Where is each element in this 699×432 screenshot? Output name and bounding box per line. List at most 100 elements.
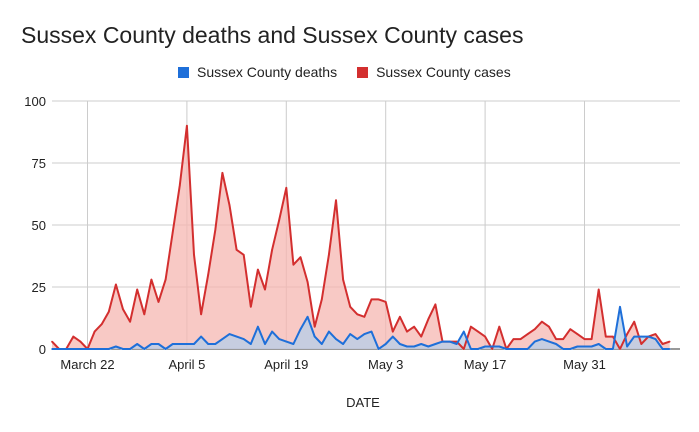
data-point-sussex-county-deaths: [626, 345, 628, 348]
data-point-sussex-county-deaths: [321, 343, 323, 345]
data-point-sussex-county-cases: [633, 320, 635, 323]
x-tick-label: May 3: [368, 357, 403, 372]
data-point-sussex-county-deaths: [129, 348, 131, 350]
data-point-sussex-county-cases: [498, 325, 501, 328]
data-point-sussex-county-cases: [612, 335, 614, 338]
data-point-sussex-county-deaths: [186, 343, 188, 345]
data-point-sussex-county-deaths: [597, 343, 600, 345]
data-point-sussex-county-cases: [569, 328, 572, 331]
x-tick-label: April 19: [264, 357, 308, 372]
data-point-sussex-county-cases: [470, 325, 472, 328]
data-point-sussex-county-deaths: [519, 348, 522, 350]
data-point-sussex-county-deaths: [470, 348, 472, 350]
data-point-sussex-county-cases: [171, 231, 174, 234]
x-tick-label: May 17: [464, 357, 507, 372]
data-point-sussex-county-cases: [399, 316, 401, 318]
data-point-sussex-county-deaths: [384, 343, 387, 345]
area-sussex-county-deaths: [52, 306, 670, 349]
data-point-sussex-county-cases: [100, 323, 103, 326]
data-point-sussex-county-cases: [235, 249, 238, 251]
data-point-sussex-county-deaths: [136, 343, 138, 345]
data-point-sussex-county-cases: [285, 187, 288, 189]
data-point-sussex-county-cases: [484, 335, 486, 338]
data-point-sussex-county-cases: [271, 249, 273, 251]
data-point-sussex-county-deaths: [377, 348, 380, 350]
data-point-sussex-county-deaths: [157, 343, 160, 345]
data-point-sussex-county-deaths: [306, 316, 309, 318]
data-point-sussex-county-cases: [115, 283, 117, 286]
line-sussex-county-deaths: [52, 305, 670, 350]
data-point-sussex-county-deaths: [399, 343, 401, 345]
data-point-sussex-county-deaths: [356, 338, 359, 340]
legend-label-cases: Sussex County cases: [376, 64, 511, 80]
data-point-sussex-county-cases: [164, 278, 167, 281]
data-point-sussex-county-deaths: [647, 335, 650, 338]
data-point-sussex-county-cases: [278, 219, 281, 221]
legend-item-deaths[interactable]: Sussex County deaths: [178, 64, 337, 80]
data-point-sussex-county-deaths: [299, 328, 302, 331]
data-point-sussex-county-deaths: [171, 343, 174, 345]
data-point-sussex-county-cases: [349, 306, 352, 308]
legend-item-cases[interactable]: Sussex County cases: [357, 64, 511, 80]
line-sussex-county-cases: [51, 124, 671, 350]
data-point-sussex-county-deaths: [548, 340, 550, 343]
data-point-sussex-county-cases: [157, 301, 160, 303]
data-point-sussex-county-cases: [413, 325, 415, 328]
data-point-sussex-county-deaths: [512, 348, 515, 350]
data-point-sussex-county-deaths: [576, 345, 579, 348]
data-point-sussex-county-deaths: [392, 335, 394, 338]
data-point-sussex-county-deaths: [328, 330, 330, 333]
data-point-sussex-county-deaths: [505, 348, 508, 350]
data-point-sussex-county-deaths: [534, 340, 536, 343]
data-point-sussex-county-deaths: [363, 333, 366, 335]
data-point-sussex-county-cases: [228, 204, 231, 206]
chart-legend: Sussex County deaths Sussex County cases: [178, 63, 531, 81]
area-sussex-county-cases: [52, 125, 670, 349]
data-point-sussex-county-deaths: [562, 348, 564, 350]
data-point-sussex-county-cases: [668, 340, 671, 343]
data-point-sussex-county-cases: [384, 301, 387, 303]
data-point-sussex-county-cases: [150, 278, 153, 281]
data-point-sussex-county-deaths: [427, 345, 430, 348]
data-point-sussex-county-cases: [143, 313, 146, 316]
data-point-sussex-county-cases: [93, 330, 96, 333]
data-point-sussex-county-deaths: [555, 343, 557, 345]
data-point-sussex-county-deaths: [406, 345, 408, 348]
x-axis-label: DATE: [346, 395, 380, 410]
data-point-sussex-county-deaths: [150, 343, 153, 345]
data-point-sussex-county-deaths: [242, 338, 245, 340]
data-point-sussex-county-cases: [661, 343, 664, 345]
legend-label-deaths: Sussex County deaths: [197, 64, 338, 80]
data-point-sussex-county-deaths: [51, 348, 53, 350]
data-point-sussex-county-cases: [392, 330, 394, 333]
series-lines: [51, 124, 671, 350]
data-point-sussex-county-deaths: [122, 348, 124, 350]
y-tick-label: 100: [24, 94, 46, 109]
data-point-sussex-county-deaths: [228, 333, 231, 335]
data-point-sussex-county-deaths: [434, 343, 437, 345]
x-axis-ticks: March 22 April 5 April 19 May 3 May 17 May 31: [60, 357, 605, 372]
data-point-sussex-county-cases: [335, 199, 337, 201]
data-point-sussex-county-cases: [597, 288, 600, 291]
data-point-sussex-county-cases: [356, 313, 359, 316]
data-point-sussex-county-cases: [583, 338, 586, 340]
data-point-sussex-county-deaths: [654, 338, 657, 340]
data-point-sussex-county-deaths: [100, 348, 103, 350]
data-point-sussex-county-deaths: [661, 348, 664, 350]
data-point-sussex-county-deaths: [179, 343, 181, 345]
data-point-sussex-county-cases: [292, 263, 295, 266]
data-point-sussex-county-deaths: [349, 333, 352, 335]
data-point-sussex-county-cases: [214, 229, 217, 231]
series-areas: [52, 125, 670, 349]
data-point-sussex-county-cases: [512, 338, 515, 340]
data-point-sussex-county-deaths: [498, 345, 501, 348]
data-point-sussex-county-deaths: [65, 348, 67, 350]
data-point-sussex-county-cases: [328, 254, 330, 256]
data-point-sussex-county-deaths: [235, 335, 238, 338]
data-point-sussex-county-deaths: [441, 340, 444, 343]
legend-swatch-cases: [357, 66, 369, 78]
data-point-sussex-county-deaths: [292, 343, 295, 345]
data-point-sussex-county-deaths: [335, 338, 337, 340]
data-point-sussex-county-cases: [264, 288, 266, 291]
